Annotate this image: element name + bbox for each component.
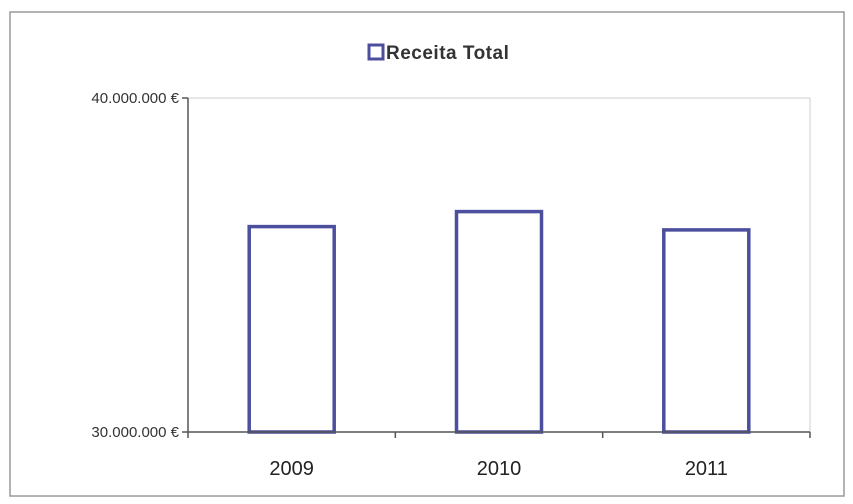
bar-2009 (247, 224, 336, 434)
bar-2010 (454, 209, 544, 434)
legend: Receita Total (367, 43, 509, 64)
legend-label: Receita Total (386, 43, 509, 64)
x-axis-ticks: 2009 2010 2011 (187, 432, 811, 480)
x-tick-label: 2011 (685, 458, 728, 480)
y-tick-label: 30.000.000 € (91, 424, 179, 441)
bars-group (247, 209, 751, 434)
x-tick-label: 2010 (477, 458, 522, 480)
y-axis-ticks: 30.000.000 € 40.000.000 € (91, 90, 188, 441)
y-tick-label: 40.000.000 € (91, 90, 179, 107)
legend-swatch (367, 43, 385, 61)
x-tick-label: 2009 (269, 458, 314, 480)
bar-2011 (662, 228, 751, 434)
